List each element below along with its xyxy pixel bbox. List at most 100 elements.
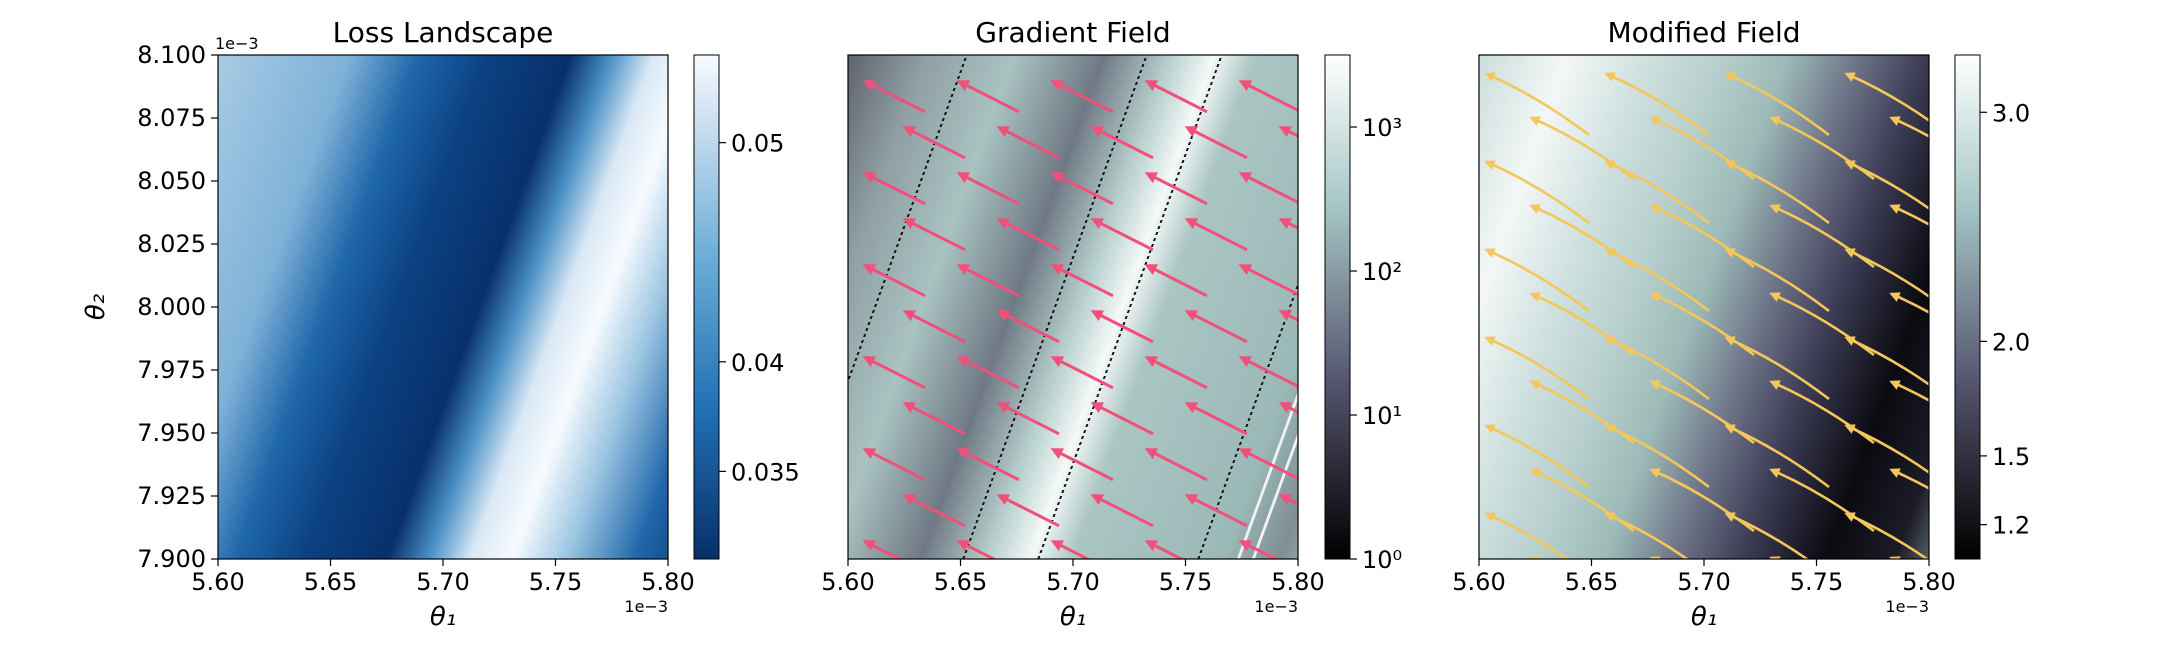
- gradient-arrow: [1090, 126, 1154, 160]
- x-tick-label: 5.60: [821, 568, 874, 596]
- gradient-arrow: [902, 402, 966, 436]
- gradient-arrow: [996, 126, 1060, 160]
- gradient-arrow: [1050, 448, 1114, 482]
- x-tick-label: 5.60: [191, 568, 244, 596]
- gradient-colorbar: [1324, 54, 1351, 560]
- y-tick-label: 8.050: [137, 167, 206, 195]
- streamline: [1649, 204, 1755, 269]
- gradient-arrow: [862, 264, 926, 298]
- gradient-arrow: [1184, 310, 1248, 344]
- colorbar-tick-label: 2.0: [1992, 328, 2030, 356]
- streamline: [1844, 424, 1929, 475]
- loss-x-label: θ₁: [430, 602, 456, 632]
- streamline: [1769, 468, 1875, 533]
- loss-colorbar: [693, 54, 720, 560]
- gradient-arrow: [1050, 540, 1091, 559]
- colorbar-tick-label: 10³: [1362, 114, 1402, 142]
- gradient-arrow: [1278, 402, 1298, 414]
- loss-heatmap: [218, 55, 668, 559]
- x-tick-label: 5.70: [1046, 568, 1099, 596]
- gradient-arrow: [1144, 448, 1208, 482]
- gradient-arrows: [862, 80, 1298, 559]
- loss-x-offset: 1e−3: [624, 597, 668, 616]
- x-tick-label: 5.75: [1159, 568, 1212, 596]
- streamline: [1844, 336, 1929, 387]
- modified-field-panel: Modified Field 5.60 5.65 5.70 5.75 5.80 1e−3…: [1452, 16, 2030, 632]
- y-tick-label: 7.900: [137, 545, 206, 573]
- gradient-arrow: [1050, 80, 1114, 114]
- gradient-arrow: [862, 172, 926, 206]
- gradient-arrow: [902, 494, 966, 528]
- gradient-x-offset: 1e−3: [1254, 597, 1298, 616]
- gradient-x-label: θ₁: [1060, 602, 1086, 632]
- loss-landscape-panel: Loss Landscape 5.60 5.65 5.70 5.75 5.80 7.90…: [81, 16, 800, 632]
- streamline: [1889, 468, 1929, 490]
- colorbar-tick-label: 10⁰: [1362, 546, 1402, 574]
- gradient-arrow: [1184, 494, 1248, 528]
- streamline: [1649, 380, 1755, 445]
- gradient-arrow: [1184, 402, 1248, 436]
- gradient-arrow: [1050, 356, 1114, 390]
- gradient-arrow: [862, 540, 903, 559]
- gradient-arrow: [956, 172, 1020, 206]
- streamline: [1649, 468, 1755, 533]
- y-tick-label: 7.925: [137, 482, 206, 510]
- streamline: [1529, 116, 1635, 181]
- streamline: [1484, 512, 1570, 559]
- streamline: [1844, 512, 1929, 559]
- gradient-arrow: [1238, 540, 1279, 559]
- streamline: [1604, 424, 1710, 489]
- loss-x-ticks: 5.60 5.65 5.70 5.75 5.80: [191, 559, 695, 596]
- loss-colorbar-ticks: 0.05 0.04 0.035: [719, 130, 800, 486]
- gradient-arrow: [996, 494, 1060, 528]
- modified-colorbar-ticks: 3.0 2.0 1.5 1.2: [1980, 99, 2030, 540]
- gradient-colorbar-ticks: 10⁰ 10¹ 10² 10³: [1350, 114, 1402, 574]
- streamline: [1604, 512, 1690, 559]
- x-tick-label: 5.75: [529, 568, 582, 596]
- x-tick-label: 5.75: [1790, 568, 1843, 596]
- streamline: [1604, 160, 1710, 225]
- streamline: [1529, 292, 1635, 357]
- streamline: [1844, 160, 1929, 211]
- x-tick-label: 5.80: [1271, 568, 1324, 596]
- streamline: [1724, 72, 1830, 137]
- streamline: [1484, 72, 1590, 137]
- y-tick-label: 8.025: [137, 230, 206, 258]
- gradient-arrow: [1238, 80, 1298, 112]
- gradient-arrow: [902, 310, 966, 344]
- y-tick-label: 8.075: [137, 104, 206, 132]
- gradient-arrow: [1090, 310, 1154, 344]
- gradient-arrow: [1238, 172, 1298, 204]
- streamline: [1724, 160, 1830, 225]
- streamline: [1649, 116, 1755, 181]
- streamline: [1844, 248, 1929, 299]
- x-tick-label: 5.70: [416, 568, 469, 596]
- gradient-arrow: [862, 80, 926, 114]
- gradient-arrow: [862, 356, 926, 390]
- x-tick-label: 5.70: [1677, 568, 1730, 596]
- gradient-arrow: [862, 448, 926, 482]
- modified-x-offset: 1e−3: [1885, 597, 1929, 616]
- gradient-arrow: [1050, 264, 1114, 298]
- gradient-x-ticks: 5.60 5.65 5.70 5.75 5.80: [821, 559, 1325, 596]
- streamline: [1529, 204, 1635, 269]
- streamline: [1529, 380, 1635, 445]
- streamline: [1484, 424, 1590, 489]
- modified-x-ticks: 5.60 5.65 5.70 5.75 5.80: [1452, 559, 1956, 596]
- loss-y-ticks: 7.900 7.925 7.950 7.975 8.000 8.025 8.050 8.075…: [137, 41, 218, 573]
- gradient-arrow: [902, 218, 966, 252]
- gradient-arrow: [1238, 264, 1298, 296]
- gradient-arrow: [956, 356, 1020, 390]
- gradient-arrow: [996, 402, 1060, 436]
- y-tick-label: 8.100: [137, 41, 206, 69]
- modified-field-title: Modified Field: [1607, 16, 1800, 49]
- gradient-arrow: [956, 80, 1020, 114]
- streamline: [1889, 204, 1929, 226]
- x-tick-label: 5.80: [1902, 568, 1955, 596]
- streamline: [1724, 336, 1830, 401]
- gradient-arrow: [1278, 310, 1298, 322]
- gradient-arrow: [1278, 494, 1298, 506]
- streamline: [1604, 336, 1710, 401]
- gradient-heatmap: [848, 55, 1298, 559]
